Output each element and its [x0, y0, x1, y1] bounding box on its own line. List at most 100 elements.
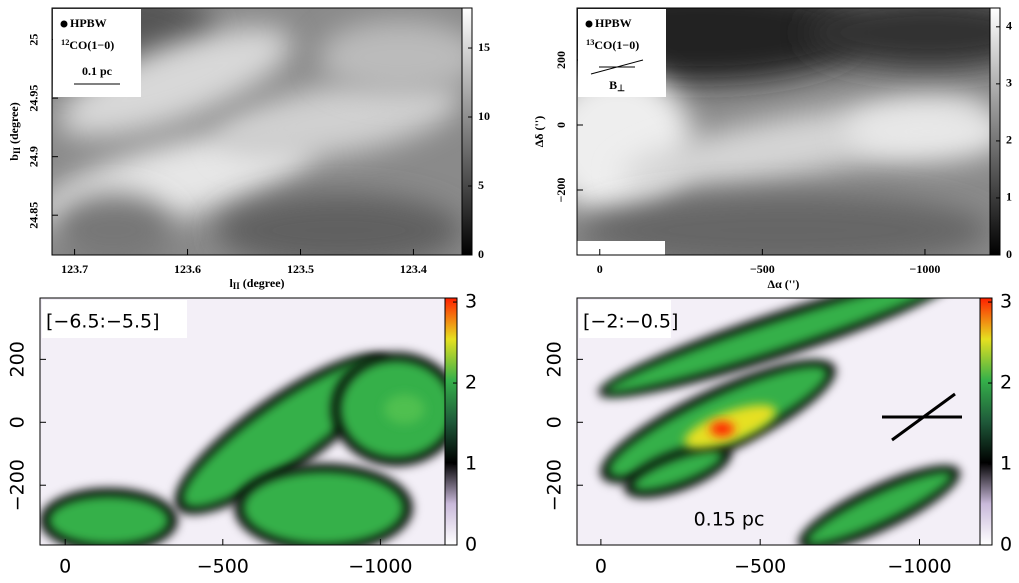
x-tick-label: −1000	[887, 556, 951, 578]
y-axis-label-part: Δδ ('')	[532, 116, 546, 147]
legend-text: 13CO(1−0)	[586, 38, 639, 52]
panel: 0 1 2 3 0 −500 −1000 −200 0 200 [−6.5:−5.5]	[7, 291, 478, 578]
x-axis-label-part: Δα ('')	[768, 277, 800, 291]
hpbw-dot	[60, 20, 68, 28]
y-tick-label: 0	[544, 416, 566, 428]
y-tick-label: 25	[27, 34, 41, 46]
map-feature	[605, 298, 952, 393]
x-tick-label: 0	[595, 556, 607, 578]
y-tick-label: 0	[554, 122, 568, 128]
y-axis-label: bII (degree)	[7, 102, 22, 160]
x-tick-label: −500	[734, 556, 786, 578]
y-tick-label: 0	[7, 416, 29, 428]
legend-text-part: HPBW	[595, 16, 632, 30]
colorbar	[461, 7, 473, 256]
panel: 0 5 10 15 123.7 123.6 123.5 123.4 24.85 24.9 24.95…	[7, 7, 490, 291]
legend-text: HPBW	[595, 16, 632, 30]
colorbar-label: 0	[1006, 247, 1012, 261]
colorbar-label: 15	[478, 40, 490, 54]
colorbar-label: 1	[465, 453, 477, 475]
colorbar-label: 1	[1006, 190, 1012, 204]
label-box	[42, 300, 187, 338]
map-feature	[384, 394, 425, 424]
y-axis-label-part: II	[12, 147, 22, 155]
y-tick-label: 24.9	[27, 146, 41, 167]
map-image	[40, 298, 445, 545]
map-feature	[318, 20, 462, 95]
map-feature	[805, 471, 953, 545]
legend-text: B⊥	[609, 78, 625, 93]
y-tick-label: 24.95	[27, 85, 41, 112]
x-axis-label-part: II	[233, 281, 241, 291]
y-tick-label: 200	[544, 341, 566, 377]
map-feature	[217, 78, 461, 160]
legend-box	[578, 9, 666, 97]
x-tick-label: 0	[59, 556, 71, 578]
y-axis-label: Δδ ('')	[532, 116, 546, 147]
colorbar-label: 1	[1000, 453, 1012, 475]
colorbar-label: 3	[465, 291, 477, 313]
legend-text-part: CO(1−0)	[594, 38, 639, 52]
x-axis-label-part: l	[229, 276, 233, 290]
colorbar-label: 2	[465, 372, 477, 394]
y-tick-label: −200	[7, 459, 29, 511]
x-tick-label: −500	[750, 262, 775, 276]
y-axis-label-part: (degree)	[7, 102, 21, 147]
y-tick-label: 200	[554, 51, 568, 69]
y-tick-label: 24.85	[27, 202, 41, 229]
hpbw-dot	[585, 20, 593, 28]
x-axis-label: Δα ('')	[768, 277, 800, 291]
colorbar	[989, 7, 1001, 256]
panel: 0 1 2 3 4 0 −500 −1000 −200 0 200 Δα ('') Δδ ('') HPB…	[532, 7, 1012, 291]
map-feature	[242, 470, 405, 545]
colorbar	[444, 297, 458, 546]
x-tick-label: 123.5	[287, 262, 314, 276]
x-axis-label: lII (degree)	[229, 276, 284, 291]
legend-text-part: B	[609, 78, 617, 92]
colorbar-label: 0	[1000, 534, 1012, 556]
colorbar-label: 5	[478, 178, 484, 192]
map-feature	[632, 450, 724, 492]
x-tick-label: −1000	[910, 262, 941, 276]
map-image	[577, 298, 980, 545]
x-tick-label: −500	[197, 556, 249, 578]
colorbar-label: 10	[478, 109, 490, 123]
legend-text-part: HPBW	[70, 16, 107, 30]
colorbar-label: 3	[1006, 76, 1012, 90]
x-tick-label: 123.6	[174, 262, 201, 276]
velocity-range: [−6.5:−5.5]	[46, 311, 160, 333]
colorbar-label: 2	[1006, 133, 1012, 147]
x-tick-label: 123.7	[61, 262, 88, 276]
legend-text: 12CO(1−0)	[61, 38, 114, 52]
y-tick-label: 200	[7, 341, 29, 377]
legend-text-part: ⊥	[617, 83, 625, 93]
scale-text: 0.15 pc	[694, 509, 765, 531]
legend-text-part: 13	[586, 38, 594, 47]
colorbar-label: 3	[1000, 291, 1012, 313]
y-tick-label: −200	[544, 459, 566, 511]
velocity-range: [−2:−0.5]	[583, 311, 678, 333]
x-axis-label-part: (degree)	[240, 276, 285, 290]
map-image	[52, 8, 462, 255]
map-feature	[709, 421, 735, 437]
map-feature	[58, 27, 292, 137]
map-feature	[845, 101, 990, 162]
map-feature	[48, 495, 170, 545]
scale-text-part: 0.1 pc	[82, 64, 113, 78]
panel: 0 1 2 3 0 −500 −1000 −200 0 200 [−2:−0.5] 0.15 pc	[544, 291, 1013, 578]
colorbar-label: 2	[1000, 372, 1012, 394]
colorbar-label: 4	[1006, 19, 1012, 33]
x-tick-label: −1000	[348, 556, 412, 578]
legend-text-part: 12	[61, 38, 69, 47]
map-feature	[577, 193, 990, 255]
y-axis-label-part: b	[7, 154, 21, 161]
map-feature	[804, 8, 990, 70]
colorbar-label: 0	[465, 534, 477, 556]
colorbar	[979, 297, 993, 546]
x-tick-label: 123.4	[400, 262, 427, 276]
b-symbol	[891, 392, 956, 442]
map-feature	[216, 193, 462, 255]
blank	[577, 241, 665, 255]
scale-text: 0.1 pc	[82, 64, 113, 78]
